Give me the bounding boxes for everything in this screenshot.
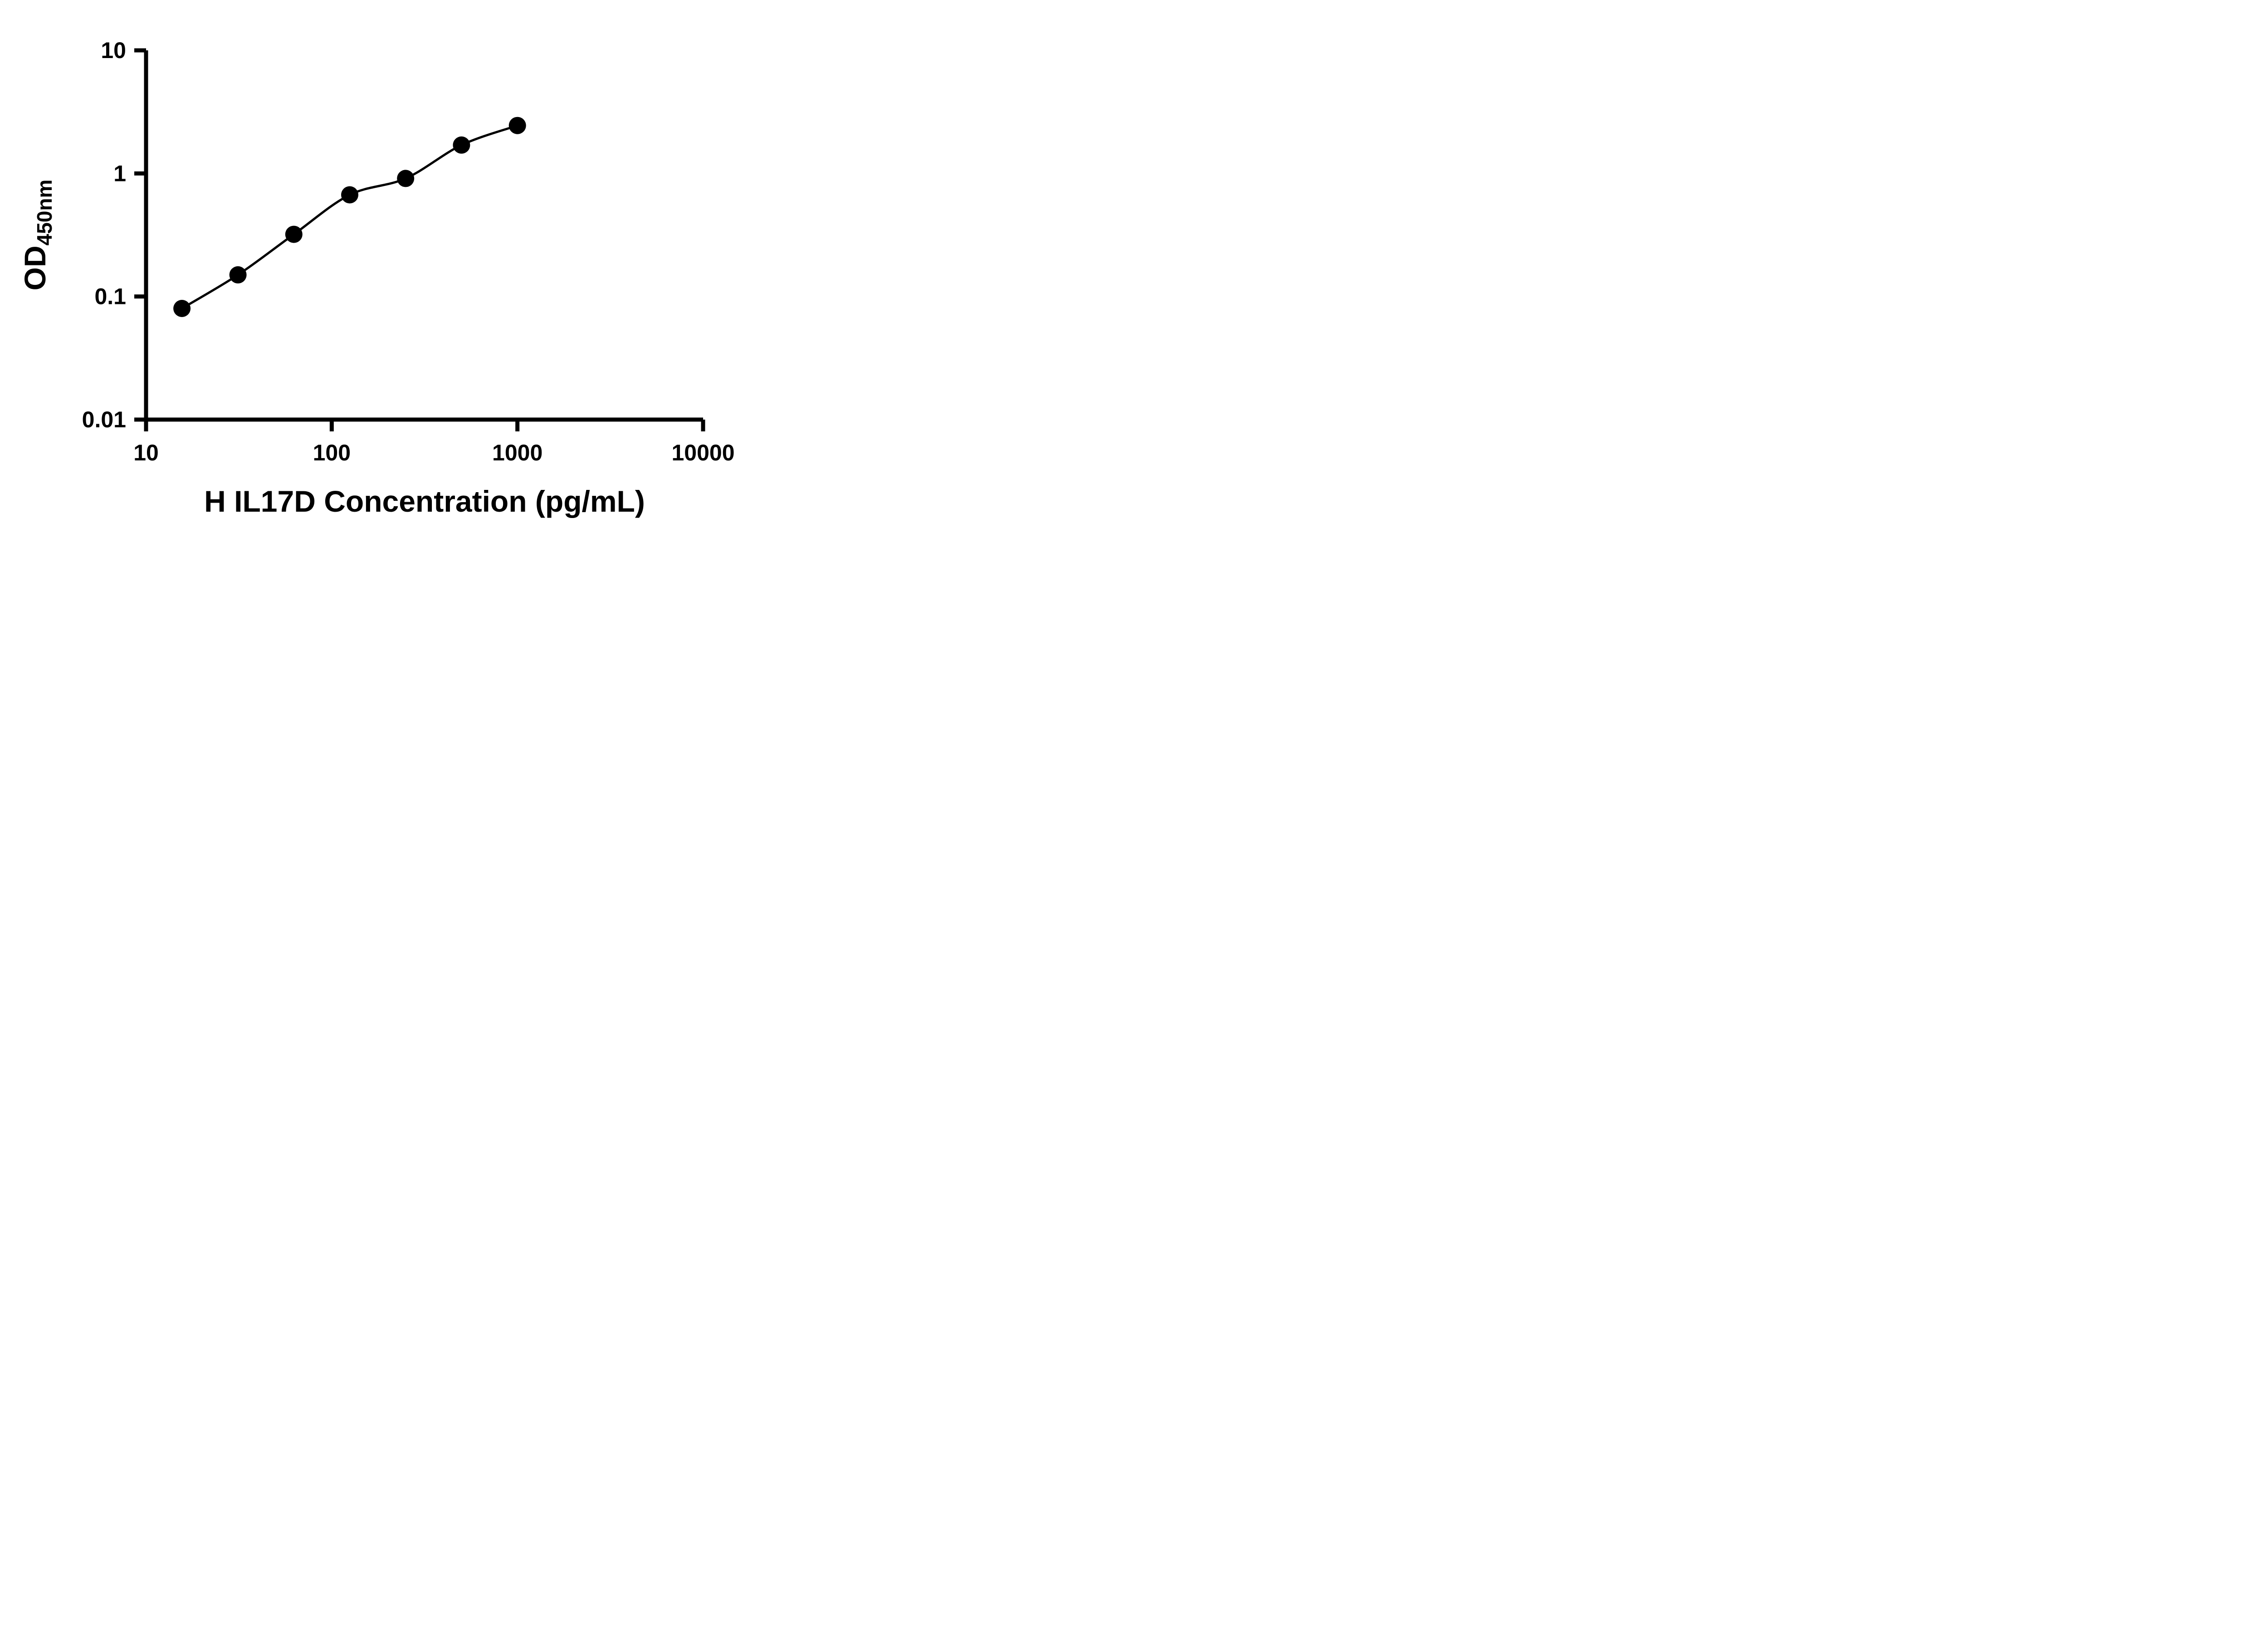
x-tick-label: 100 <box>313 440 351 465</box>
x-tick-label: 10000 <box>671 440 734 465</box>
y-tick-label: 0.1 <box>94 284 126 309</box>
data-point <box>285 225 303 243</box>
x-tick-label: 1000 <box>492 440 543 465</box>
data-point <box>397 170 415 187</box>
data-point <box>508 117 526 134</box>
axes-layer: 0.01 0.1 1 10 10 100 1000 10000 <box>82 38 735 465</box>
elisa-standard-curve-figure: 0.01 0.1 1 10 10 100 1000 10000 H IL17D Concent… <box>0 0 776 544</box>
y-tick-label: 1 <box>113 161 126 186</box>
data-point <box>173 300 191 317</box>
y-axis-title: OD450nm <box>18 180 56 291</box>
y-tick-label: 10 <box>101 38 126 63</box>
data-layer <box>173 117 526 317</box>
x-tick-label: 10 <box>133 440 159 465</box>
y-tick-label: 0.01 <box>82 407 126 432</box>
y-axis-title-subscript: 450nm <box>33 180 56 246</box>
y-axis-title-main: OD <box>18 245 52 290</box>
data-point <box>229 266 247 284</box>
standard-curve-chart: 0.01 0.1 1 10 10 100 1000 10000 H IL17D Concent… <box>18 38 735 518</box>
data-point <box>341 186 358 204</box>
x-axis-title: H IL17D Concentration (pg/mL) <box>204 484 645 518</box>
data-point <box>453 136 470 154</box>
